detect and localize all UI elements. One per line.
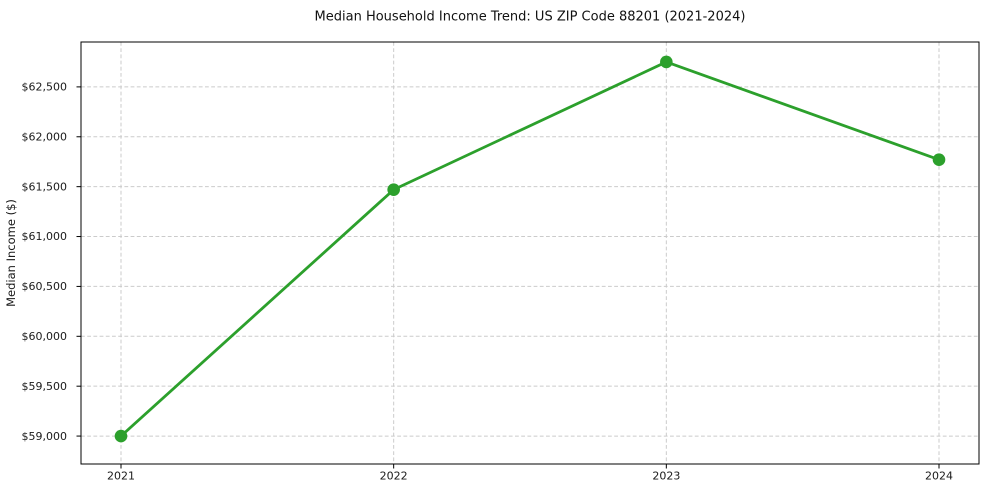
gridlines <box>81 42 979 464</box>
x-tick-label: 2022 <box>380 470 408 483</box>
y-tick-label: $62,500 <box>22 81 68 94</box>
data-point <box>932 153 946 167</box>
data-point <box>114 429 128 443</box>
x-tick-label: 2021 <box>107 470 135 483</box>
trend-line <box>119 60 941 438</box>
data-point <box>387 183 400 196</box>
y-tick-label: $61,500 <box>22 180 68 193</box>
y-tick-label: $60,500 <box>22 280 68 293</box>
y-tick-label: $59,500 <box>22 380 68 393</box>
plot-border <box>80 41 980 465</box>
axes: $59,000 $59,500 $60,000 $60,500 $61,000 $61,5… <box>22 41 980 483</box>
x-tick-label: 2024 <box>925 470 953 483</box>
y-tick-label: $60,000 <box>22 330 68 343</box>
y-tick-label: $61,000 <box>22 230 68 243</box>
chart-title: Median Household Income Trend: US ZIP Co… <box>315 10 746 25</box>
y-tick-label: $59,000 <box>22 430 68 443</box>
data-point <box>660 55 673 69</box>
y-axis-label: Median Income ($) <box>4 199 18 307</box>
data-series <box>114 55 946 443</box>
x-tick-label: 2023 <box>652 470 680 483</box>
y-tick-label: $62,000 <box>22 130 68 143</box>
